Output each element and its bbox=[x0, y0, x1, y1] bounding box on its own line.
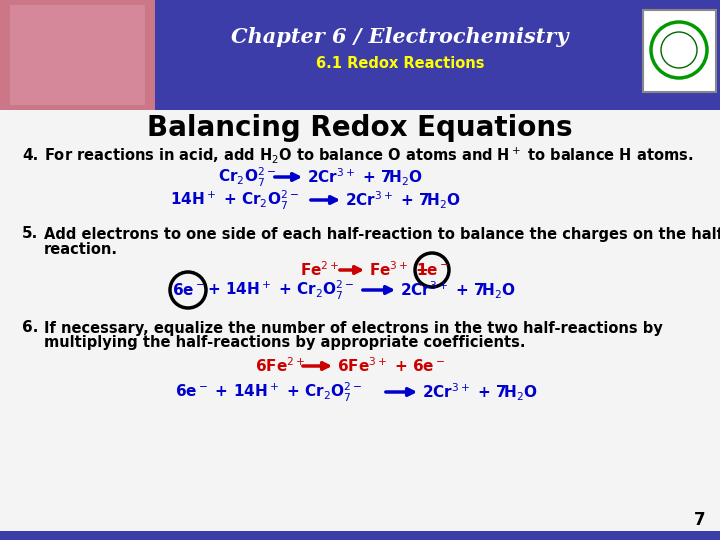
Text: 7: 7 bbox=[694, 511, 706, 529]
Text: reaction.: reaction. bbox=[44, 241, 118, 256]
Bar bbox=[0, 0, 155, 110]
Text: Cr$_2$O$_7^{2-}$: Cr$_2$O$_7^{2-}$ bbox=[218, 165, 276, 188]
Text: 1e$^-$: 1e$^-$ bbox=[415, 262, 449, 278]
Text: Fe$^{3+}$ +: Fe$^{3+}$ + bbox=[369, 261, 428, 279]
Bar bbox=[0, 110, 720, 532]
Text: Add electrons to one side of each half-reaction to balance the charges on the ha: Add electrons to one side of each half-r… bbox=[44, 226, 720, 241]
Text: 6e$^-$ + 14H$^+$ + Cr$_2$O$_7^{2-}$: 6e$^-$ + 14H$^+$ + Cr$_2$O$_7^{2-}$ bbox=[175, 380, 362, 403]
Text: For reactions in acid, add H$_2$O to balance O atoms and H$^+$ to balance H atom: For reactions in acid, add H$_2$O to bal… bbox=[44, 145, 693, 165]
Bar bbox=[643, 10, 716, 92]
Text: 6e$^-$: 6e$^-$ bbox=[171, 282, 204, 298]
Text: 6.1 Redox Reactions: 6.1 Redox Reactions bbox=[316, 57, 485, 71]
Text: Fe$^{2+}$: Fe$^{2+}$ bbox=[300, 261, 340, 279]
Text: 4.: 4. bbox=[22, 147, 38, 163]
Text: If necessary, equalize the number of electrons in the two half-reactions by: If necessary, equalize the number of ele… bbox=[44, 321, 662, 335]
Text: 6.: 6. bbox=[22, 321, 38, 335]
Bar bbox=[0, 531, 720, 540]
Text: Chapter 6 / Electrochemistry: Chapter 6 / Electrochemistry bbox=[231, 27, 569, 47]
Bar bbox=[0, 0, 720, 110]
Text: 5.: 5. bbox=[22, 226, 38, 241]
Text: 6Fe$^{3+}$ + 6e$^-$: 6Fe$^{3+}$ + 6e$^-$ bbox=[337, 356, 445, 375]
Text: 2Cr$^{3+}$ + 7H$_2$O: 2Cr$^{3+}$ + 7H$_2$O bbox=[307, 166, 423, 188]
Bar bbox=[10, 5, 145, 105]
Text: 2Cr$^{3+}$ + 7H$_2$O: 2Cr$^{3+}$ + 7H$_2$O bbox=[345, 190, 462, 211]
Text: 2Cr$^{3+}$ + 7H$_2$O: 2Cr$^{3+}$ + 7H$_2$O bbox=[422, 381, 539, 403]
Text: + 14H$^+$ + Cr$_2$O$_7^{2-}$: + 14H$^+$ + Cr$_2$O$_7^{2-}$ bbox=[207, 279, 354, 302]
Text: multiplying the half-reactions by appropriate coefficients.: multiplying the half-reactions by approp… bbox=[44, 335, 526, 350]
Text: 2Cr$^{3+}$ + 7H$_2$O: 2Cr$^{3+}$ + 7H$_2$O bbox=[400, 279, 516, 301]
Text: 14H$^+$ + Cr$_2$O$_7^{2-}$: 14H$^+$ + Cr$_2$O$_7^{2-}$ bbox=[170, 188, 299, 212]
Text: Balancing Redox Equations: Balancing Redox Equations bbox=[147, 114, 573, 142]
Text: 6Fe$^{2+}$: 6Fe$^{2+}$ bbox=[255, 356, 305, 375]
